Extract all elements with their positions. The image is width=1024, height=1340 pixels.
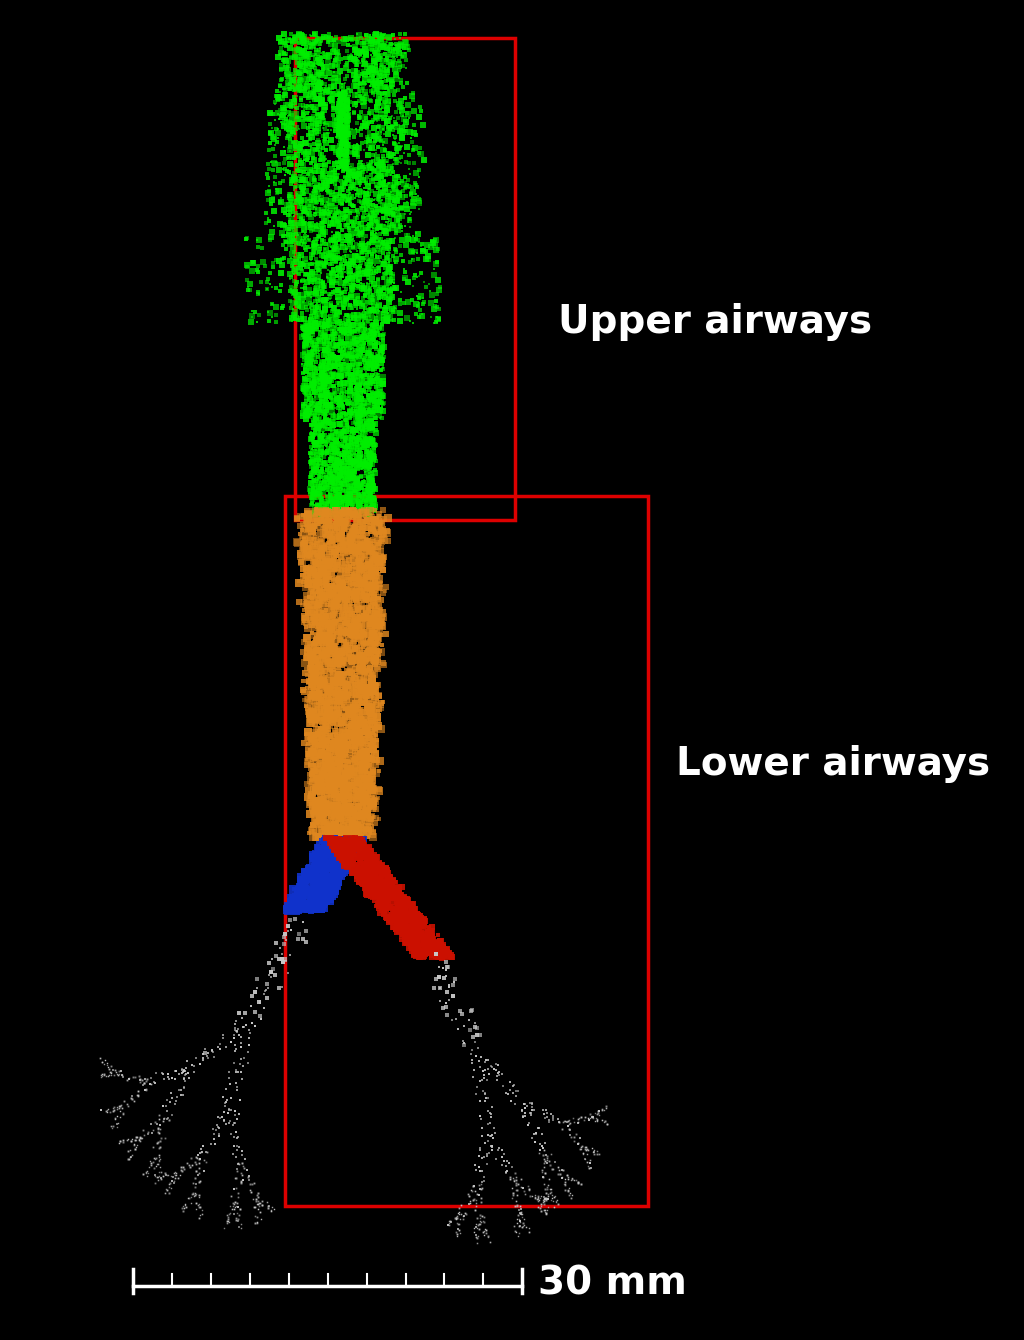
Text: Upper airways: Upper airways — [558, 303, 872, 340]
Bar — [285, 496, 648, 1206]
Bar — [295, 38, 515, 520]
Text: Lower airways: Lower airways — [676, 745, 990, 783]
Text: 30 mm: 30 mm — [538, 1265, 686, 1302]
